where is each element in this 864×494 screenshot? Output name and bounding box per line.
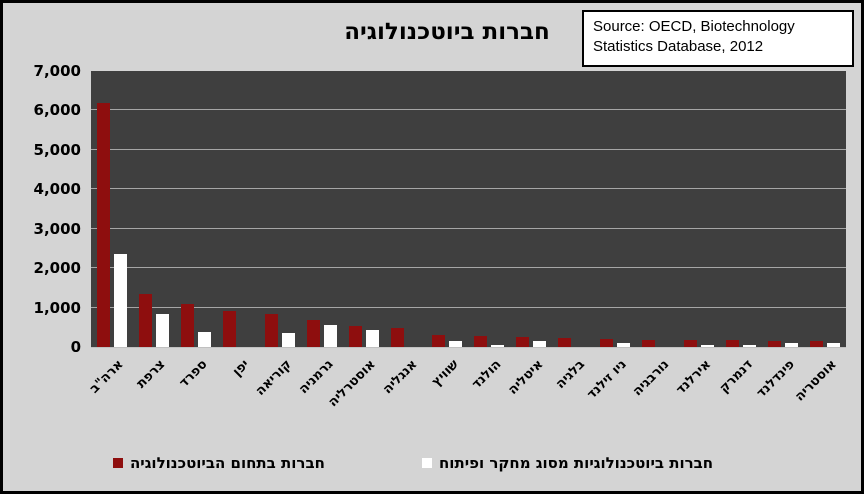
- bar-biotech: [642, 340, 656, 347]
- legend-swatch: [422, 458, 432, 468]
- y-tick-label: 7,000: [33, 62, 81, 80]
- bar-rnd: [365, 330, 379, 347]
- chart-title: חברות ביוטכנולוגיה: [344, 19, 550, 45]
- gridline: [91, 267, 846, 269]
- gridline: [91, 109, 846, 111]
- x-tick-label: אירלנד: [673, 357, 714, 398]
- x-tick-label: אנגליה: [380, 357, 421, 398]
- bar-group: [552, 71, 594, 347]
- bar-group: [301, 71, 343, 347]
- gridline: [91, 188, 846, 190]
- bar-group: [427, 71, 469, 347]
- gridline: [91, 306, 846, 308]
- bar-biotech: [138, 294, 152, 347]
- bar-biotech: [474, 336, 488, 347]
- y-tick-label: 2,000: [33, 259, 81, 278]
- x-tick-label: איטליה: [505, 357, 547, 398]
- legend-item: חברות בתחום הביוטכנולוגיה: [113, 454, 325, 472]
- y-tick-label: 0: [70, 338, 81, 356]
- bar-group: [594, 71, 636, 347]
- y-tick-label: 6,000: [33, 101, 81, 120]
- bar-biotech: [684, 340, 698, 347]
- plot-area: [91, 71, 846, 348]
- bar-biotech: [180, 304, 194, 347]
- x-axis: ארה"ב צרפת ספרד יפן קוריאה גרמניה אוסטרליה אנגל…: [87, 353, 846, 463]
- bar-biotech: [432, 335, 446, 347]
- bar-group: [510, 71, 552, 347]
- legend-label: חברות ביוטכנולוגיות מסוג מחקר ופיתוח: [439, 454, 714, 472]
- bar-group: [636, 71, 678, 347]
- bar-rnd: [826, 343, 840, 347]
- bar-group: [343, 71, 385, 347]
- bar-group: [259, 71, 301, 347]
- y-tick-label: 1,000: [33, 298, 81, 317]
- bar-biotech: [767, 341, 781, 347]
- bar-rnd: [491, 345, 505, 347]
- bar-group: [720, 71, 762, 347]
- x-tick-label: גרמניה: [296, 357, 337, 398]
- x-tick-label: קוריאה: [252, 357, 295, 399]
- bar-group: [217, 71, 259, 347]
- bar-biotech: [348, 326, 362, 347]
- bar-biotech: [516, 337, 530, 347]
- bar-biotech: [726, 340, 740, 347]
- bar-rnd: [281, 333, 295, 347]
- bar-rnd: [113, 254, 127, 347]
- bar-group: [468, 71, 510, 347]
- bar-biotech: [306, 320, 320, 347]
- x-tick-label: צרפת: [134, 357, 169, 392]
- x-tick-label: שוויץ: [429, 357, 463, 390]
- bar-biotech: [96, 103, 110, 347]
- x-tick-label: פינדלנד: [753, 357, 798, 402]
- bar-group: [804, 71, 846, 347]
- x-tick-label: ארה"ב: [87, 357, 127, 397]
- legend-label: חברות בתחום הביוטכנולוגיה: [130, 454, 325, 472]
- bar-rnd: [197, 332, 211, 347]
- x-tick-label: נורבגיה: [629, 357, 672, 400]
- bar-rnd: [784, 343, 798, 347]
- x-tick-label: אוסטריה: [792, 357, 840, 405]
- bar-group: [175, 71, 217, 347]
- x-tick-label: בלגיה: [553, 357, 588, 392]
- legend-swatch: [113, 458, 123, 468]
- bar-rnd: [617, 343, 631, 347]
- legend-item: חברות ביוטכנולוגיות מסוג מחקר ופיתוח: [422, 454, 713, 472]
- bar-rnd: [449, 341, 463, 347]
- gridline: [91, 227, 846, 229]
- bar-biotech: [600, 339, 614, 347]
- x-tick-label: יפן: [229, 357, 253, 380]
- bar-rnd: [701, 345, 715, 347]
- y-tick-label: 4,000: [33, 180, 81, 199]
- bar-group: [678, 71, 720, 347]
- bar-rnd: [533, 341, 547, 347]
- bar-rnd: [323, 325, 337, 347]
- y-tick-label: 5,000: [33, 140, 81, 159]
- bar-group: [385, 71, 427, 347]
- bar-biotech: [222, 311, 236, 347]
- y-axis: 0 1,000 2,000 3,000 4,000 5,000 6,000 7,000: [3, 62, 81, 356]
- x-tick-label: ספרד: [176, 357, 211, 391]
- bar-rnd: [743, 345, 757, 347]
- bar-biotech: [264, 314, 278, 347]
- bar-group: [133, 71, 175, 347]
- x-tick-label: דנמרק: [716, 357, 756, 397]
- bar-biotech: [558, 338, 572, 347]
- bar-group: [91, 71, 133, 347]
- bar-group: [762, 71, 804, 347]
- x-tick-label: הולנד: [468, 357, 505, 393]
- x-tick-label: ניו זילנד: [584, 357, 630, 403]
- bar-biotech: [390, 328, 404, 347]
- bar-rnd: [155, 314, 169, 347]
- bar-biotech: [809, 341, 823, 347]
- legend: חברות בתחום הביוטכנולוגיה חברות ביוטכנולו…: [3, 454, 864, 480]
- gridline: [91, 148, 846, 150]
- y-tick-label: 3,000: [33, 219, 81, 238]
- source-box: Source: OECD, Biotechnology Statistics D…: [582, 10, 854, 67]
